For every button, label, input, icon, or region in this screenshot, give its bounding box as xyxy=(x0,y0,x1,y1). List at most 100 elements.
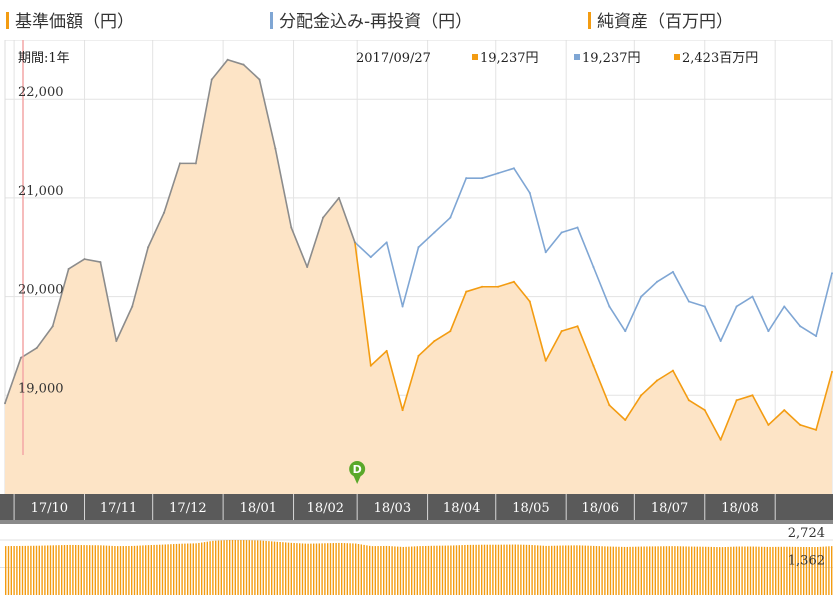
assets-bar xyxy=(203,542,206,595)
assets-bar xyxy=(27,545,29,595)
assets-bar xyxy=(243,540,245,595)
nav-point xyxy=(528,300,531,303)
y-axis: 19,000 20,000 21,000 22,000 xyxy=(18,85,64,396)
assets-bar xyxy=(455,545,458,595)
month-label: 18/02 xyxy=(307,501,344,516)
assets-bar xyxy=(30,545,32,595)
assets-bar xyxy=(433,545,435,595)
nav-point xyxy=(4,402,6,405)
assets-bar xyxy=(363,544,365,595)
reinvest-point xyxy=(385,241,388,244)
assets-bar xyxy=(265,540,267,595)
assets-bar xyxy=(63,545,66,595)
assets-bar xyxy=(472,544,474,595)
assets-bar xyxy=(201,542,203,595)
assets-bar xyxy=(509,544,511,595)
assets-bar xyxy=(117,546,119,595)
legend-item-nav[interactable]: 基準価額（円） xyxy=(6,7,134,32)
dividend-marker[interactable]: D xyxy=(349,461,366,484)
marker-pointer xyxy=(353,475,362,484)
assets-bar xyxy=(758,546,760,595)
assets-bar xyxy=(142,545,144,595)
legend-item-assets[interactable]: 純資産（百万円） xyxy=(588,7,733,32)
assets-bar xyxy=(719,547,721,595)
assets-bar xyxy=(125,546,127,595)
assets-bar xyxy=(825,546,827,595)
month-label: 18/01 xyxy=(240,501,277,516)
assets-bar xyxy=(287,542,290,595)
assets-bar xyxy=(604,546,606,595)
assets-bar xyxy=(352,543,354,595)
assets-axis: 2,724 1,362 xyxy=(788,526,825,569)
nav-point xyxy=(671,369,674,372)
nav-area-fill xyxy=(5,59,832,494)
assets-bar xyxy=(590,545,592,595)
month-label: 18/03 xyxy=(374,501,411,516)
assets-bar xyxy=(273,541,276,595)
assets-bar xyxy=(285,542,287,595)
price-chart[interactable]: 19,000 20,000 21,000 22,000 期間:1年 2017/09/2… xyxy=(0,40,833,597)
assets-bar xyxy=(570,545,572,595)
assets-bar xyxy=(189,543,192,595)
assets-bar xyxy=(248,540,250,595)
assets-bar xyxy=(215,540,217,595)
assets-bar xyxy=(724,546,726,595)
assets-bar xyxy=(559,545,561,595)
assets-bar xyxy=(671,546,673,595)
assets-bar xyxy=(682,546,684,595)
reinvest-point xyxy=(783,305,786,308)
assets-bar xyxy=(16,545,18,595)
nav-point xyxy=(322,216,325,219)
nav-point xyxy=(544,359,547,362)
nav-point xyxy=(401,409,404,412)
assets-bar xyxy=(713,546,715,595)
assets-bar xyxy=(593,545,595,595)
reinvest-point xyxy=(735,305,738,308)
month-axis[interactable]: 17/10 17/11 17/12 18/01 18/02 18/03 18/04 18/05… xyxy=(0,494,833,524)
assets-bar xyxy=(282,542,284,595)
assets-bar xyxy=(237,540,239,595)
marker-label: D xyxy=(353,463,362,476)
assets-bar xyxy=(497,544,500,595)
assets-bar xyxy=(783,546,785,595)
assets-bar xyxy=(335,542,337,595)
assets-bar xyxy=(86,545,88,595)
assets-bar xyxy=(195,543,197,595)
assets-bar xyxy=(702,546,704,595)
reinvest-point xyxy=(719,340,722,343)
assets-bar xyxy=(738,546,740,595)
assets-bar xyxy=(537,545,539,595)
assets-bar xyxy=(615,546,617,595)
assets-bar xyxy=(511,544,514,595)
assets-bar xyxy=(651,546,654,595)
legend-label-nav: 基準価額（円） xyxy=(15,12,134,32)
assets-bar xyxy=(705,546,707,595)
assets-bar xyxy=(665,546,668,595)
nav-point xyxy=(624,418,627,421)
assets-bar xyxy=(520,544,522,595)
assets-bar xyxy=(114,546,116,595)
chart-header: 期間:1年 2017/09/27 19,237円 19,237円 2,423百万… xyxy=(18,51,758,66)
assets-bar xyxy=(105,545,108,595)
assets-bar xyxy=(612,546,614,595)
legend-item-reinvest[interactable]: 分配金込み-再投資（円） xyxy=(270,7,472,32)
assets-bar xyxy=(338,542,340,595)
nav-point xyxy=(83,258,86,261)
month-label: 18/05 xyxy=(512,501,549,516)
assets-bar xyxy=(10,546,12,595)
assets-bar xyxy=(296,543,298,595)
period-label[interactable]: 期間:1年 xyxy=(18,51,70,66)
assets-bar xyxy=(427,545,430,595)
assets-bar xyxy=(187,543,189,595)
nav-point xyxy=(735,399,738,402)
assets-bar xyxy=(217,540,220,595)
assets-bar xyxy=(819,546,822,595)
assets-bar xyxy=(531,545,533,595)
assets-bar xyxy=(321,543,323,595)
reinvest-point xyxy=(401,305,404,308)
nav-point xyxy=(751,394,754,397)
reinvest-point xyxy=(608,305,611,308)
assets-bar xyxy=(679,546,682,595)
nav-point xyxy=(131,305,134,308)
legend-label-reinvest: 分配金込み-再投資（円） xyxy=(279,12,473,32)
